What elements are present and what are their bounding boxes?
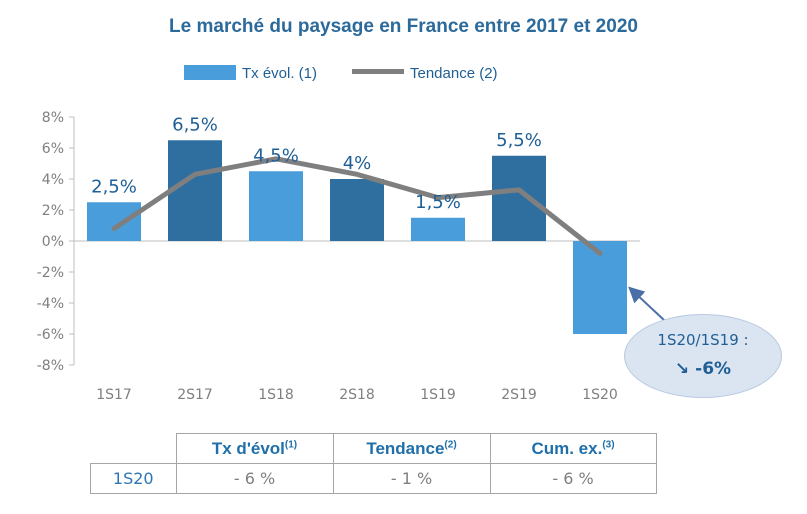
x-tick-label: 1S18 bbox=[258, 387, 294, 403]
legend-swatch-line bbox=[352, 69, 404, 74]
annotation-label: 1S20/1S19 : bbox=[657, 331, 749, 349]
bar bbox=[249, 171, 303, 241]
annotation-value-row: ↘ -6% bbox=[625, 359, 781, 379]
x-tick-label: 2S17 bbox=[177, 387, 213, 403]
x-tick-label: 1S20 bbox=[582, 387, 618, 403]
data-label: 4,5% bbox=[253, 145, 299, 166]
x-tick-label: 2S18 bbox=[339, 387, 375, 403]
bar bbox=[492, 155, 546, 241]
bar bbox=[168, 140, 222, 241]
x-tick-label: 1S17 bbox=[96, 387, 132, 403]
y-tick-label: 0% bbox=[42, 234, 64, 250]
legend-swatch-bar bbox=[184, 65, 236, 80]
table-row-label: 1S20 bbox=[90, 463, 177, 494]
chart-title: Le marché du paysage en France entre 201… bbox=[169, 16, 638, 37]
annotation-value: -6% bbox=[695, 359, 732, 379]
bar bbox=[411, 217, 465, 241]
legend-item-bar: Tx évol. (1) bbox=[184, 65, 317, 82]
data-label: 4% bbox=[343, 153, 372, 174]
data-label: 5,5% bbox=[496, 130, 542, 151]
table-cell: - 1 % bbox=[332, 463, 491, 494]
arrow-down-right-icon: ↘ bbox=[674, 359, 690, 379]
y-tick-label: -2% bbox=[37, 265, 64, 281]
table-header-tx: Tx d'évol(1) bbox=[175, 433, 334, 464]
table-row: 1S20 - 6 % - 1 % - 6 % bbox=[90, 463, 657, 494]
legend-label-line: Tendance (2) bbox=[410, 65, 498, 82]
annotation-pointer bbox=[628, 286, 665, 321]
y-tick-label: 8% bbox=[42, 110, 64, 126]
data-label: 1,5% bbox=[415, 192, 461, 213]
y-tick-label: -4% bbox=[37, 296, 64, 312]
table-cell: - 6 % bbox=[175, 463, 334, 494]
y-tick-label: 2% bbox=[42, 203, 64, 219]
data-label: 2,5% bbox=[91, 176, 137, 197]
data-label: 6,5% bbox=[172, 114, 218, 135]
table-cell: - 6 % bbox=[489, 463, 657, 494]
annotation-callout: 1S20/1S19 : ↘ -6% bbox=[624, 314, 782, 398]
y-tick-label: -8% bbox=[37, 358, 64, 374]
y-tick-label: 4% bbox=[42, 172, 64, 188]
x-tick-label: 2S19 bbox=[501, 387, 537, 403]
legend-item-line: Tendance (2) bbox=[352, 65, 498, 82]
bar bbox=[87, 202, 141, 241]
trend-line bbox=[111, 156, 603, 256]
legend-label-bar: Tx évol. (1) bbox=[242, 65, 318, 82]
bar bbox=[330, 179, 384, 241]
chart-plot: 8% 6% 4% 2% 0% -2% -4% -6% -8% 1S17 2S17 1S18 2S18 1S… bbox=[37, 110, 665, 403]
table-corner bbox=[90, 433, 177, 464]
y-tick-label: 6% bbox=[42, 141, 64, 157]
table-header-tendance: Tendance(2) bbox=[332, 433, 491, 464]
table-header-cum: Cum. ex.(3) bbox=[489, 433, 657, 464]
summary-table: Tx d'évol(1) Tendance(2) Cum. ex.(3) 1S2… bbox=[90, 433, 657, 494]
y-tick-label: -6% bbox=[37, 327, 64, 343]
bar bbox=[573, 241, 627, 334]
x-tick-label: 1S19 bbox=[420, 387, 456, 403]
table-header-row: Tx d'évol(1) Tendance(2) Cum. ex.(3) bbox=[90, 433, 657, 464]
